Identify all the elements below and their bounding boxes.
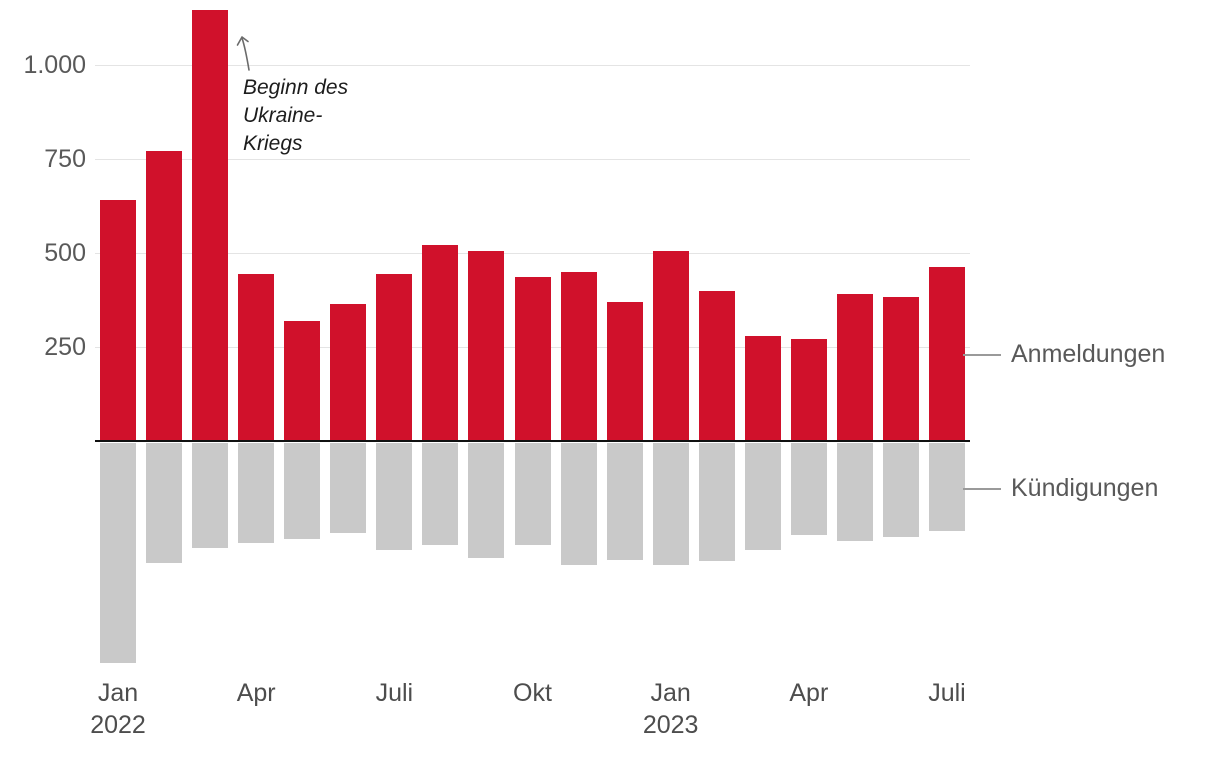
bar-kuendigungen-Mär 2023: [744, 443, 781, 551]
bar-anmeldungen-Sep 2022: [468, 251, 505, 441]
gridline-1000: [95, 64, 970, 66]
x-axis-tick-label: Jan: [650, 679, 691, 707]
legend-item-anmeldungen: Anmeldungen: [963, 340, 1165, 369]
bar-kuendigungen-Apr 2022: [238, 443, 275, 543]
bar-kuendigungen-Jan 2022: [100, 443, 137, 663]
bar-kuendigungen-Jul 2022: [376, 443, 413, 551]
bar-anmeldungen-Apr 2022: [238, 273, 275, 441]
bar-anmeldungen-Jun 2023: [882, 296, 919, 441]
x-axis-tick-year: 2023: [642, 711, 699, 739]
bar-kuendigungen-Jun 2023: [882, 443, 919, 537]
bar-kuendigungen-Mai 2023: [836, 443, 873, 541]
bar-kuendigungen-Nov 2022: [560, 443, 597, 566]
bar-kuendigungen-Okt 2022: [514, 443, 551, 545]
zero-axis-line: [95, 440, 970, 442]
bar-kuendigungen-Jun 2022: [330, 443, 367, 534]
x-axis-tick-label: Apr: [789, 679, 829, 707]
bar-kuendigungen-Feb 2022: [146, 443, 183, 564]
legend-tick-line: [963, 353, 1001, 356]
y-axis-tick-label: 500: [44, 239, 86, 267]
gridline-500: [95, 252, 970, 254]
annotation-ukraine-war: Beginn des Ukraine- Kriegs: [243, 74, 348, 158]
bar-anmeldungen-Mär 2023: [744, 336, 781, 441]
x-axis-tick-label: Jan: [97, 679, 139, 707]
y-axis-tick-label: 250: [44, 333, 86, 361]
bar-anmeldungen-Jul 2022: [376, 273, 413, 441]
bar-kuendigungen-Dez 2022: [606, 443, 643, 560]
annotation-line: Ukraine-: [243, 104, 323, 127]
y-axis-tick-label: 1.000: [23, 51, 86, 79]
x-axis-tick-label: Okt: [513, 679, 552, 707]
bar-kuendigungen-Mär 2022: [192, 443, 229, 549]
bar-anmeldungen-Mär 2022: [192, 10, 229, 441]
x-axis-tick-label: Juli: [375, 679, 414, 707]
legend-label-kuendigungen: Kündigungen: [1011, 474, 1159, 502]
bar-anmeldungen-Mai 2022: [284, 320, 321, 441]
legend-label-anmeldungen: Anmeldungen: [1011, 340, 1166, 368]
bar-kuendigungen-Sep 2022: [468, 443, 505, 558]
bar-kuendigungen-Aug 2022: [422, 443, 459, 545]
x-axis-tick-year: 2022: [90, 711, 146, 739]
annotation-line: Kriegs: [243, 132, 303, 155]
legend-tick-line: [963, 487, 1001, 490]
bar-anmeldungen-Jan 2023: [652, 251, 689, 441]
y-axis-tick-label: 750: [44, 145, 86, 173]
bar-anmeldungen-Feb 2022: [146, 151, 183, 441]
bar-kuendigungen-Apr 2023: [790, 443, 827, 536]
x-axis-tick-label: Apr: [236, 679, 276, 707]
bar-anmeldungen-Jul 2023: [928, 267, 965, 441]
bar-anmeldungen-Nov 2022: [560, 271, 597, 441]
bar-kuendigungen-Jan 2023: [652, 443, 689, 566]
bar-kuendigungen-Feb 2023: [698, 443, 735, 562]
x-axis-tick-label: Juli: [928, 679, 966, 707]
bar-anmeldungen-Okt 2022: [514, 277, 551, 441]
bar-anmeldungen-Jun 2022: [330, 303, 367, 441]
bar-kuendigungen-Jul 2023: [928, 443, 965, 532]
bar-anmeldungen-Mai 2023: [836, 294, 873, 441]
bar-anmeldungen-Feb 2023: [698, 290, 735, 441]
annotation-line: Beginn des: [243, 76, 349, 99]
legend-item-kuendigungen: Kündigungen: [963, 474, 1158, 503]
bar-anmeldungen-Jan 2022: [100, 200, 137, 441]
bar-anmeldungen-Dez 2022: [606, 301, 643, 441]
bar-kuendigungen-Mai 2022: [284, 443, 321, 539]
annotation-arrow-icon: [236, 36, 250, 71]
gridline-750: [95, 158, 970, 160]
bar-anmeldungen-Aug 2022: [422, 245, 459, 441]
bar-anmeldungen-Apr 2023: [790, 338, 827, 441]
